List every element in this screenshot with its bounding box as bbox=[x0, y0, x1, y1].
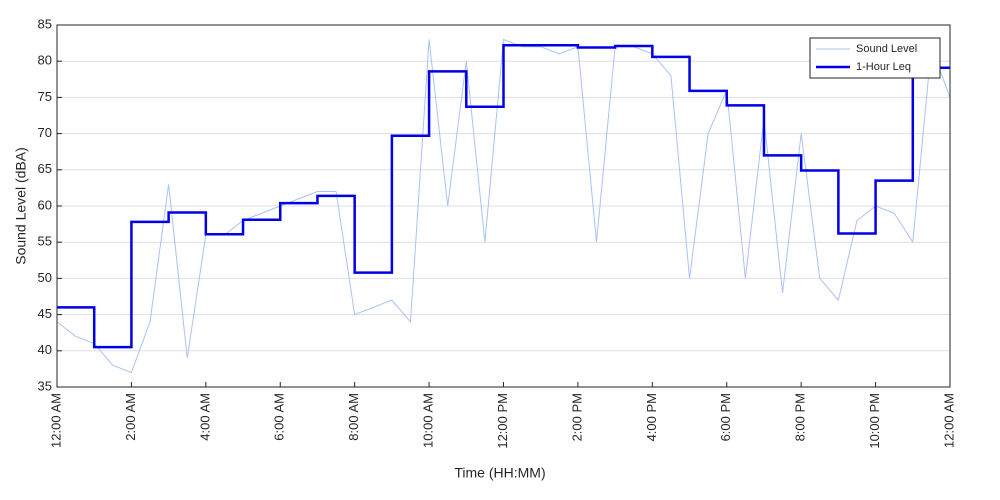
y-tick-label: 85 bbox=[38, 16, 52, 31]
x-tick-label: 2:00 AM bbox=[123, 393, 138, 441]
x-tick-label: 12:00 PM bbox=[495, 393, 510, 449]
x-tick-label: 6:00 AM bbox=[272, 393, 287, 441]
x-tick-label: 4:00 PM bbox=[644, 393, 659, 441]
x-tick-label: 12:00 AM bbox=[48, 393, 63, 448]
x-axis-label: Time (HH:MM) bbox=[454, 465, 545, 481]
y-tick-label: 55 bbox=[38, 234, 52, 249]
y-tick-label: 45 bbox=[38, 306, 52, 321]
y-axis-label: Sound Level (dBA) bbox=[13, 147, 29, 265]
y-tick-label: 35 bbox=[38, 378, 52, 393]
x-tick-label: 8:00 PM bbox=[793, 393, 808, 441]
y-tick-label: 65 bbox=[38, 161, 52, 176]
legend-box bbox=[809, 37, 941, 79]
legend-label: 1-Hour Leq bbox=[856, 61, 911, 73]
x-tick-label: 10:00 AM bbox=[421, 393, 436, 448]
y-tick-label: 70 bbox=[38, 125, 52, 140]
y-tick-label: 75 bbox=[38, 89, 52, 104]
x-tick-label: 10:00 PM bbox=[867, 393, 882, 449]
plot-frame bbox=[56, 24, 951, 388]
x-tick-label: 8:00 AM bbox=[346, 393, 361, 441]
y-tick-label: 60 bbox=[38, 197, 52, 212]
y-tick-label: 50 bbox=[38, 270, 52, 285]
x-tick-label: 6:00 PM bbox=[718, 393, 733, 441]
legend-label: Sound Level bbox=[856, 43, 917, 55]
y-tick-label: 80 bbox=[38, 53, 52, 68]
x-tick-label: 2:00 PM bbox=[569, 393, 584, 441]
x-tick-label: 4:00 AM bbox=[197, 393, 212, 441]
series-line bbox=[57, 44, 950, 349]
y-tick-label: 40 bbox=[38, 342, 52, 357]
x-tick-label: 12:00 AM bbox=[941, 393, 956, 448]
